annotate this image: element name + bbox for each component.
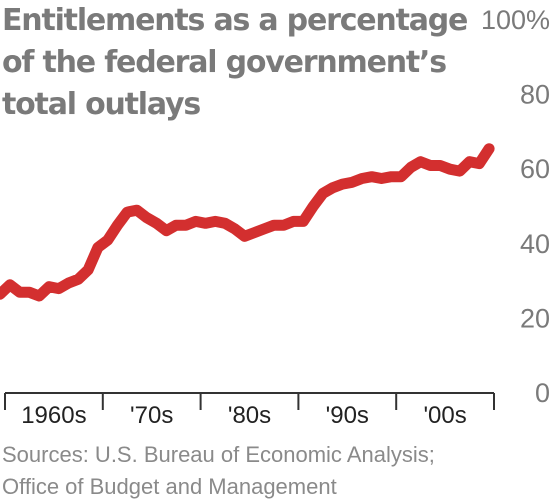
y-tick-label: 0 <box>535 378 550 408</box>
x-tick-label: '90s <box>326 402 369 429</box>
source-line-1: Sources: U.S. Bureau of Economic Analysi… <box>2 442 435 467</box>
chart-title-line-2: of the federal government’s <box>2 45 446 80</box>
x-axis: 1960s '70s '80s '90s '00s <box>4 392 495 429</box>
y-tick-label: 100% <box>481 5 550 35</box>
y-tick-label: 20 <box>520 303 550 333</box>
y-tick-label: 60 <box>520 154 550 184</box>
x-tick-label: 1960s <box>21 402 86 429</box>
series-line-0 <box>0 143 495 302</box>
series-layer <box>0 143 495 302</box>
x-tick-label: '70s <box>130 402 173 429</box>
source-line-2: Office of Budget and Management <box>2 474 337 499</box>
y-axis-tick-labels: 100% 80 60 40 20 0 <box>481 5 550 408</box>
chart-title-line-3: total outlays <box>2 87 200 122</box>
y-tick-label: 80 <box>520 80 550 110</box>
x-tick-label: '80s <box>228 402 271 429</box>
x-tick-label: '00s <box>423 402 466 429</box>
chart-title-line-1: Entitlements as a percentage <box>2 3 467 38</box>
y-tick-label: 40 <box>520 229 550 259</box>
